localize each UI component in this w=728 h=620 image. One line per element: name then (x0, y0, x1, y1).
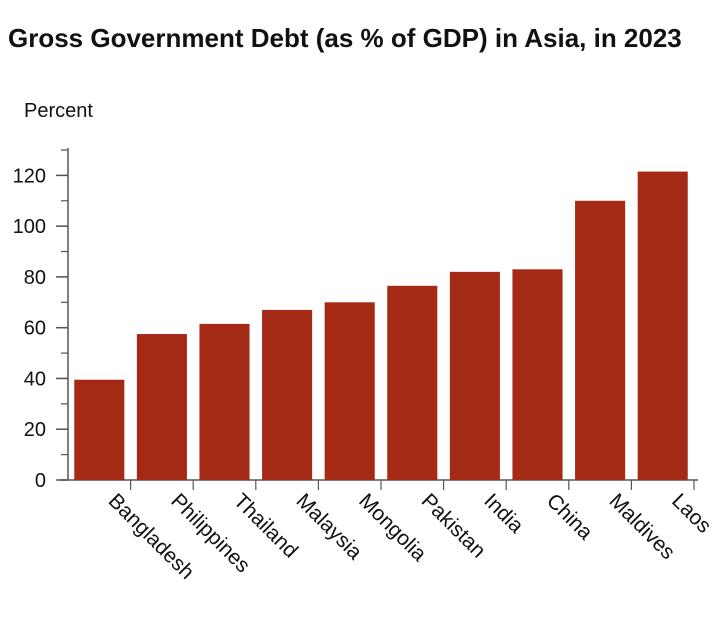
y-tick-label: 40 (24, 368, 46, 390)
x-tick-label: Malaysia (292, 489, 367, 564)
bar-bangladesh (74, 379, 125, 480)
bar-malaysia (262, 309, 313, 480)
x-tick-label: Laos (667, 489, 715, 537)
x-tick-label: Mongolia (354, 489, 431, 566)
x-tick-label: Maldives (605, 489, 680, 564)
bar-philippines (136, 334, 187, 480)
bar-laos (637, 171, 688, 481)
y-tick-label: 20 (24, 419, 46, 441)
bar-thailand (199, 323, 250, 480)
y-tick-label: 0 (35, 470, 46, 492)
bar-india (449, 271, 500, 480)
y-tick-label: 100 (13, 216, 46, 238)
y-tick-label: 120 (13, 165, 46, 187)
bar-china (512, 269, 563, 480)
x-tick-label: India (479, 489, 528, 538)
bar-maldives (575, 200, 626, 480)
y-tick-label: 80 (24, 267, 46, 289)
x-tick-label: China (542, 489, 597, 544)
chart-title: Gross Government Debt (as % of GDP) in A… (8, 23, 682, 53)
y-axis-label: Percent (24, 100, 93, 122)
bar-mongolia (324, 302, 375, 480)
bar-pakistan (387, 285, 438, 480)
y-tick-label: 60 (24, 318, 46, 340)
